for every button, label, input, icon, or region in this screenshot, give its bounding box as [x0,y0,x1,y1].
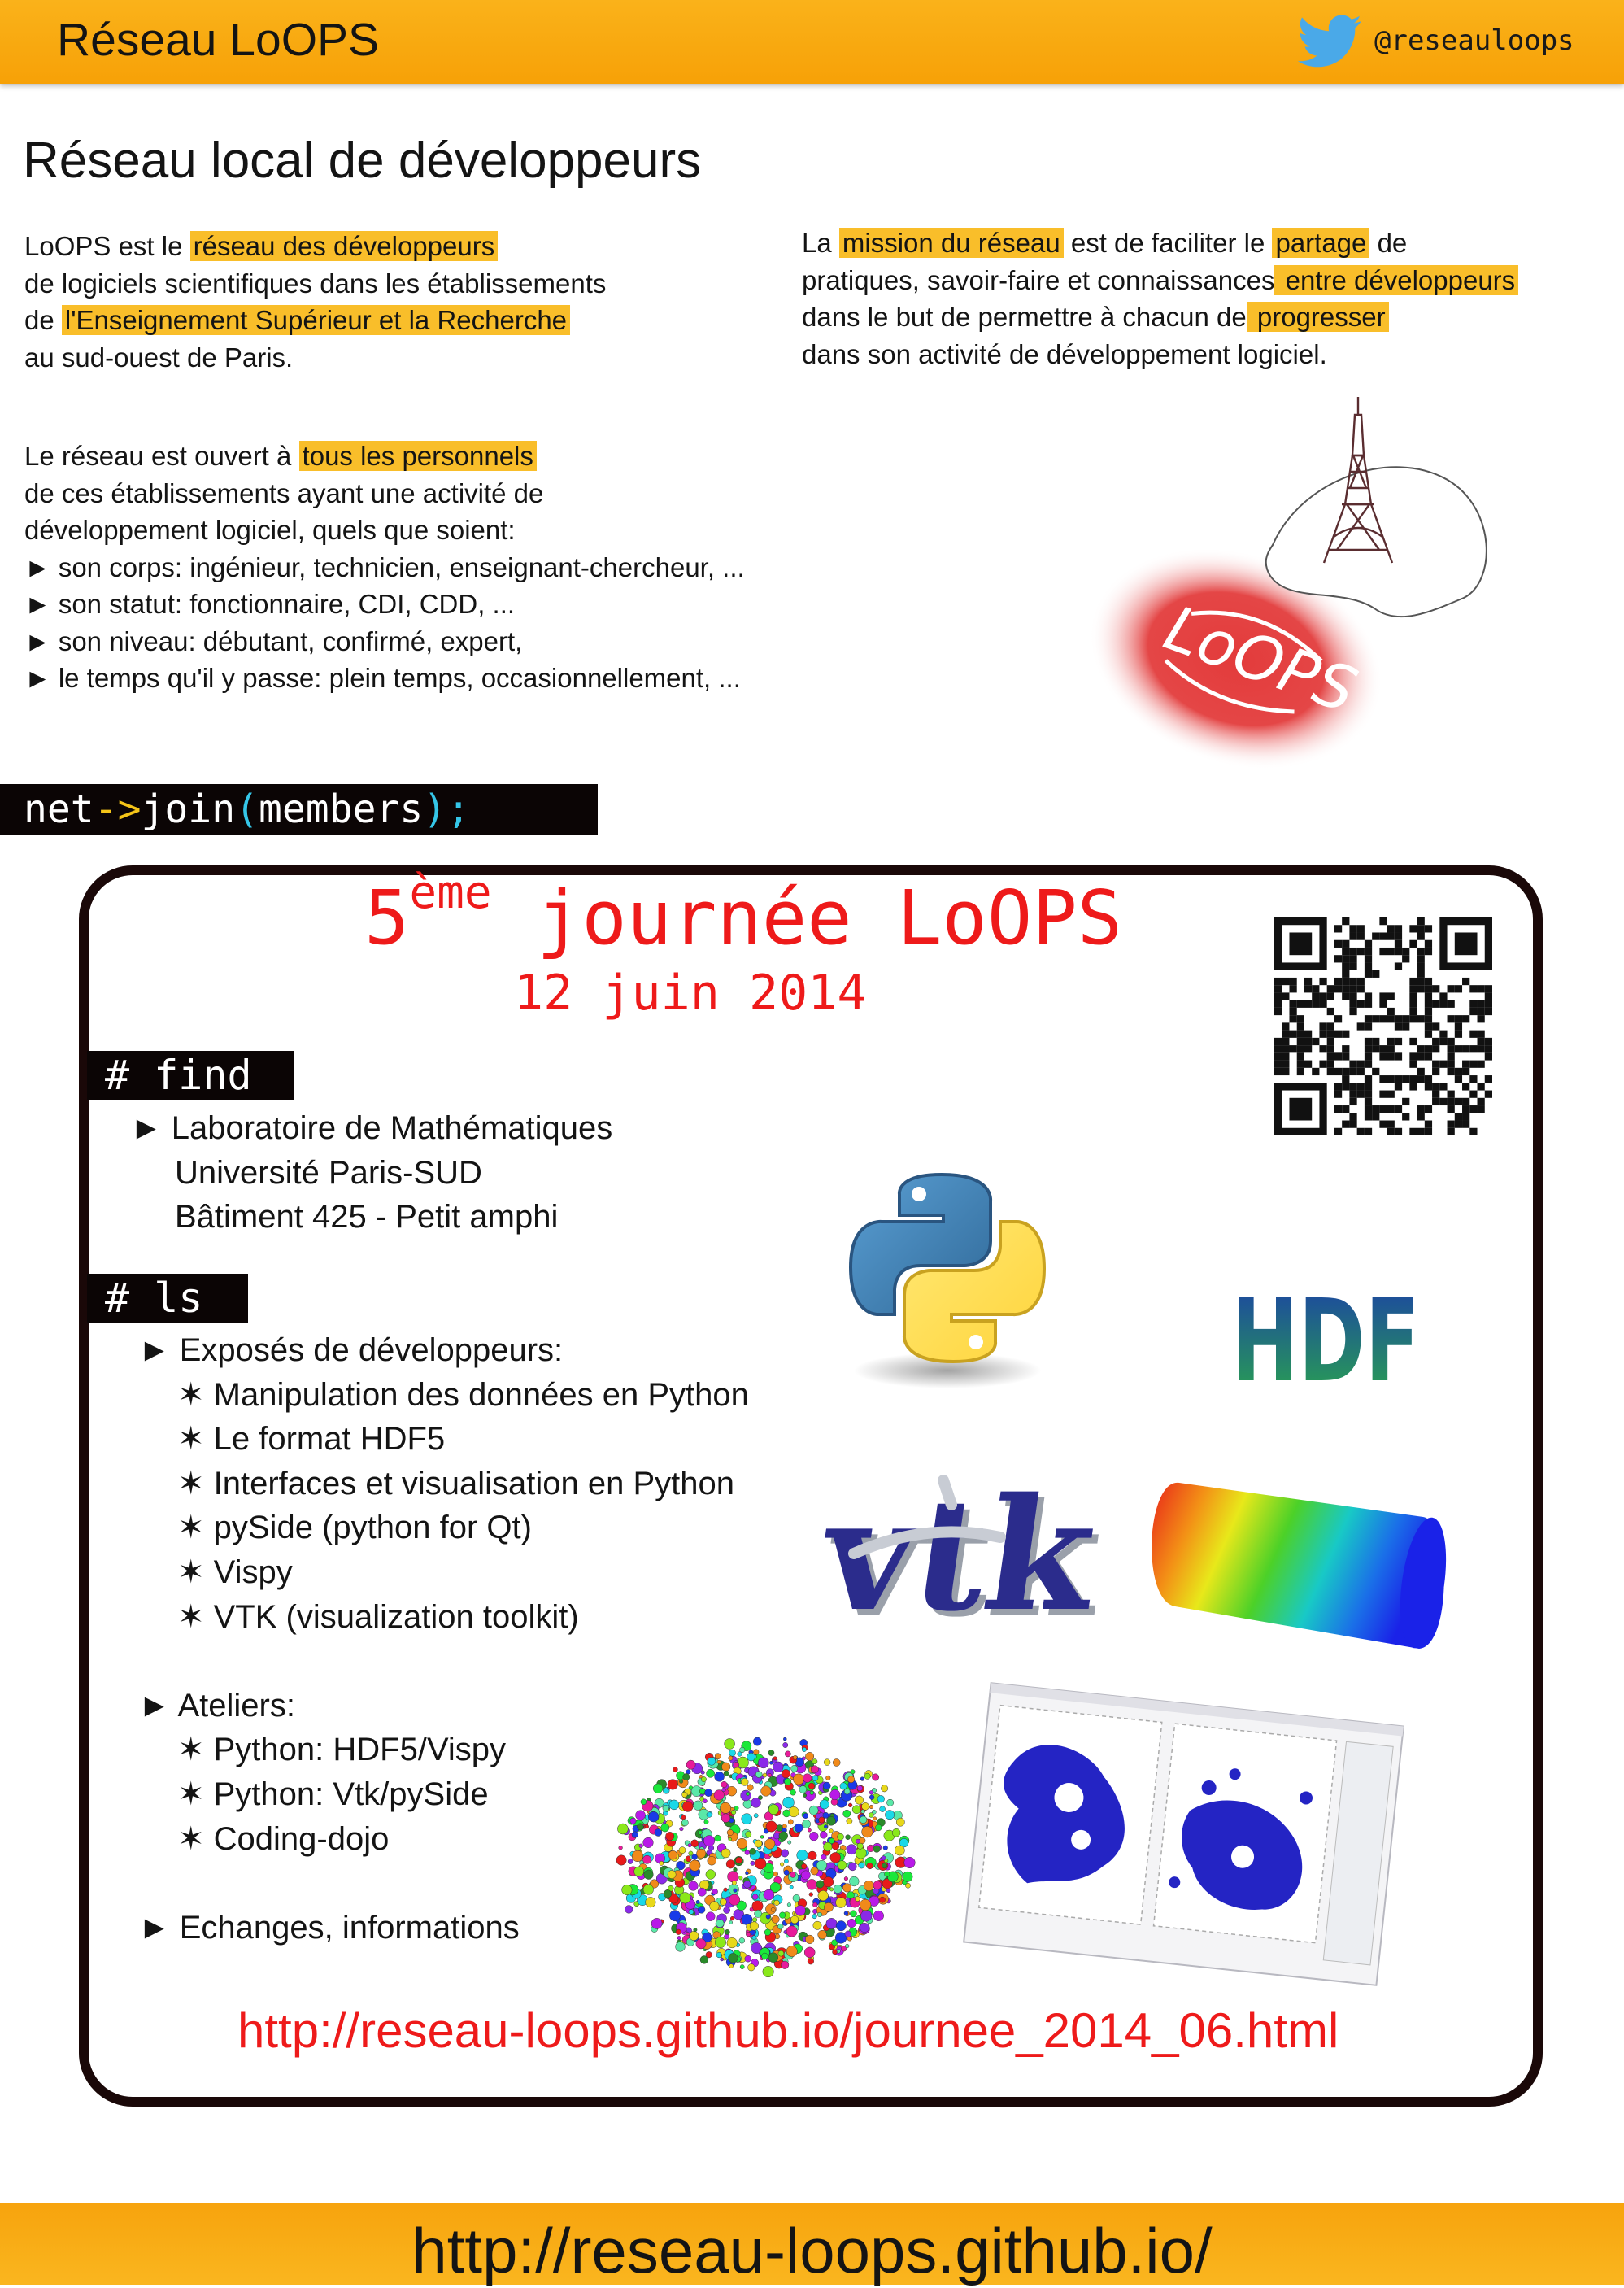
twitter-handle[interactable]: @reseauloops [1374,24,1574,57]
audience-paragraph: Le réseau est ouvert à tous les personne… [24,438,745,697]
particle-cloud-image [616,1737,916,1978]
header-title: Réseau LoOPS [57,14,380,66]
red-blob [1089,547,1383,770]
intro-paragraph: LoOPS est le réseau des développeurs de … [24,228,606,376]
talk-item: ✶ Vispy [177,1554,293,1590]
vtk-logo-icon: vtk vtk [809,1465,1115,1652]
find-tag: # find [87,1051,294,1100]
code-token: ( [235,787,259,832]
talk-item: ✶ Le format HDF5 [177,1421,446,1458]
rainbow-cylinder-image [1152,1482,1447,1649]
location-line: Université Paris-SUD [175,1154,482,1191]
highlight-partage: partage [1272,228,1370,258]
mission-text: pratiques, savoir-faire et connaissances [802,264,1275,295]
code-token: -> [94,787,142,832]
qr-code-icon[interactable] [1274,917,1493,1135]
audience-bullet: ► son corps: ingénieur, technicien, ense… [24,551,745,582]
twitter-bird-icon[interactable] [1297,15,1363,68]
highlight-mission: mission du réseau [838,228,1064,258]
eiffel-tower-icon [1322,397,1394,564]
program-list: ► Exposés de développeurs: ✶ Manipulatio… [138,1328,749,1950]
code-token: net [24,787,94,832]
workshop-item: ✶ Python: Vtk/pySide [177,1776,489,1812]
audience-text: de ces établissements ayant une activité… [24,477,544,508]
mission-text: dans son activité de développement logic… [802,338,1327,369]
event-title: 5ème journée LoOPS [364,866,1122,961]
highlight-personnel: tous les personnels [298,441,537,471]
audience-bullet: ► son niveau: débutant, confirmé, expert… [24,625,523,656]
loops-logo-illustration: LoOPS [1089,397,1487,770]
audience-bullet: ► son statut: fonctionnaire, CDI, CDD, .… [24,589,516,619]
python-logo-icon [848,1172,1047,1388]
talk-item: ✶ Manipulation des données en Python [177,1376,749,1413]
footer-link[interactable]: http://reseau-loops.github.io/ [411,2215,1213,2286]
intro-text: de logiciels scientifiques dans les étab… [24,268,607,299]
talk-item: ✶ Interfaces et visualisation en Python [177,1465,734,1501]
location-list: ► Laboratoire de Mathématiques Universit… [130,1106,612,1240]
code-token: ); [423,787,471,832]
highlight-progress: progresser [1246,302,1389,332]
mission-text: de [1369,228,1408,258]
event-date: 12 juin 2014 [514,965,867,1022]
mission-text: est de faciliter le [1063,228,1273,258]
workshop-item: ✶ Coding-dojo [177,1820,390,1857]
highlight-developers: entre développeurs [1274,264,1519,295]
event-name: journée LoOPS [491,874,1122,961]
mission-text: La [802,228,839,258]
footer-bar [0,2203,1624,2285]
svg-text:vtk: vtk [815,1471,1115,1652]
event-link[interactable]: http://reseau-loops.github.io/journee_20… [237,2003,1339,2058]
event-number: 5 [364,874,410,961]
header-bar [0,0,1624,84]
page-heading: Réseau local de développeurs [23,133,702,189]
code-banner: net->join(members); [0,784,598,835]
location-line: Bâtiment 425 - Petit amphi [175,1199,559,1236]
ls-tag: # ls [87,1274,248,1323]
intro-text: au sud-ouest de Paris. [24,342,294,373]
region-outline [1265,466,1487,618]
mission-text: dans le but de permettre à chacun de [802,302,1247,332]
visualization-screenshot-image [963,1682,1404,1986]
intro-text: LoOPS est le [24,231,190,261]
program-heading: ► Ateliers: [138,1687,295,1724]
location-line: ► Laboratoire de Mathématiques [130,1110,613,1146]
event-ordinal: ème [409,866,492,919]
event-box [79,865,1543,2107]
highlight-network: réseau des développeurs [189,231,499,261]
talk-item: ✶ VTK (visualization toolkit) [177,1598,579,1635]
code-token: join [141,787,236,832]
program-heading: ► Exposés de développeurs: [138,1332,564,1368]
talk-item: ✶ pySide (python for Qt) [177,1510,532,1546]
program-heading: ► Echanges, informations [138,1909,520,1946]
mission-paragraph: La mission du réseau est de faciliter le… [802,224,1519,373]
code-token: members [259,787,424,832]
audience-text: Le réseau est ouvert à [24,441,299,471]
audience-bullet: ► le temps qu'il y passe: plein temps, o… [24,663,741,693]
svg-text:HDF: HDF [1231,1275,1420,1408]
audience-text: développement logiciel, quels que soient… [24,515,516,545]
hdf-logo-icon: HDF [1231,1275,1420,1408]
workshop-item: ✶ Python: HDF5/Vispy [177,1732,507,1768]
highlight-esr: l'Enseignement Supérieur et la Recherche [61,305,571,335]
intro-text: de [24,305,62,335]
